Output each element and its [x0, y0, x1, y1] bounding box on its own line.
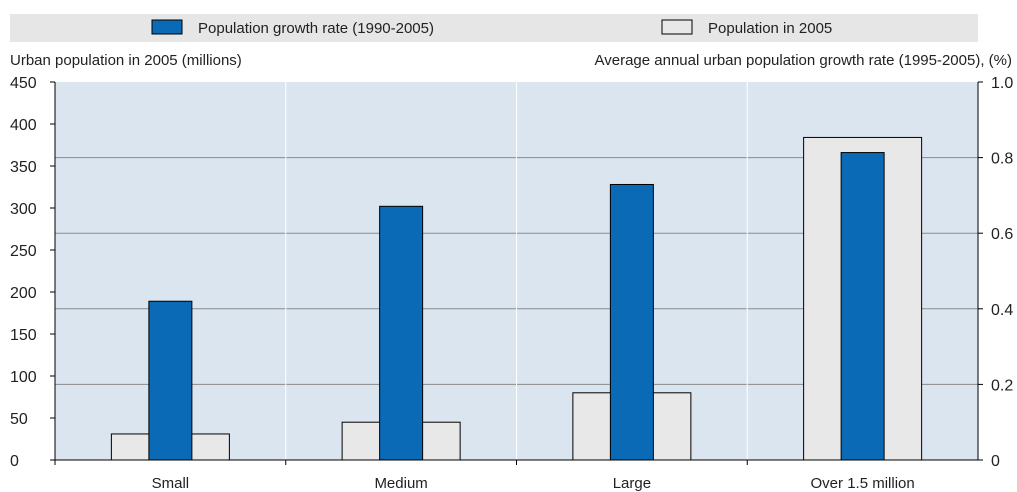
y-axis-title: Urban population in 2005 (millions)	[10, 52, 242, 69]
x-category-label: Small	[152, 475, 190, 492]
legend-swatch-growth-rate	[151, 19, 183, 35]
legend: Population growth rate (1990-2005) Popul…	[151, 19, 832, 37]
x-category-label: Medium	[374, 475, 427, 492]
y-tick-label: 350	[10, 159, 37, 176]
legend-label-population: Population in 2005	[708, 20, 832, 37]
y-tick-label: 0	[10, 453, 19, 470]
y-axis-ticks: 0 50 100 150 200 250 300 350 400 450	[10, 75, 55, 470]
y2-tick-label: 0	[991, 453, 1000, 470]
y2-axis-ticks: 0 0.2 0.4 0.6 0.8 1.0	[978, 75, 1013, 470]
y2-axis-title: Average annual urban population growth r…	[595, 52, 1013, 69]
bars	[110, 136, 923, 461]
y2-tick-label: 1.0	[991, 75, 1013, 92]
legend-label-growth-rate: Population growth rate (1990-2005)	[198, 20, 434, 37]
bar-growth-rate	[609, 183, 654, 461]
legend-swatch-population	[661, 19, 693, 35]
y-tick-label: 200	[10, 285, 37, 302]
y2-tick-label: 0.4	[991, 302, 1013, 319]
x-axis-categories: Small Medium Large Over 1.5 million	[152, 475, 915, 492]
y-tick-label: 400	[10, 117, 37, 134]
x-category-label: Large	[613, 475, 651, 492]
y2-tick-label: 0.8	[991, 151, 1013, 168]
x-category-label: Over 1.5 million	[811, 475, 915, 492]
y-tick-label: 100	[10, 369, 37, 386]
y-tick-label: 150	[10, 327, 37, 344]
y-tick-label: 450	[10, 75, 37, 92]
axes	[54, 82, 979, 465]
y-tick-label: 300	[10, 201, 37, 218]
y2-tick-label: 0.2	[991, 377, 1013, 394]
bar-growth-rate	[840, 152, 885, 461]
y-tick-label: 50	[10, 411, 28, 428]
bar-growth-rate	[148, 300, 193, 461]
bar-growth-rate	[379, 205, 424, 461]
y2-tick-label: 0.6	[991, 226, 1013, 243]
y-tick-label: 250	[10, 243, 37, 260]
